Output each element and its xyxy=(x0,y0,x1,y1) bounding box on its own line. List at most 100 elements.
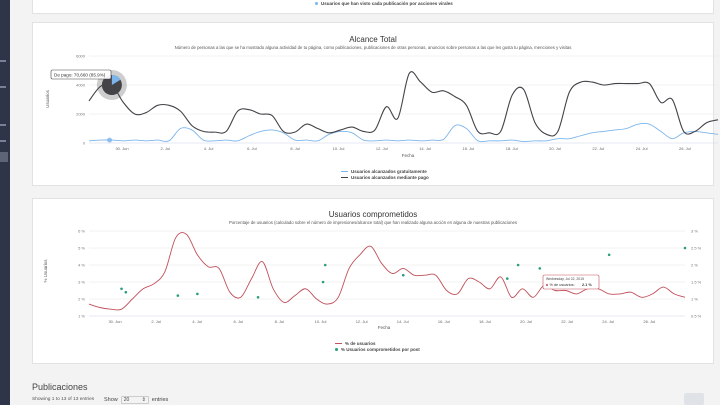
eng-y-label: % Usuarios xyxy=(43,259,48,283)
eng-y2-tick: 0.5 % xyxy=(691,314,702,319)
post-engagement-point xyxy=(321,280,325,284)
post-engagement-point xyxy=(516,263,520,267)
reach-y-tick: 4000 xyxy=(76,83,86,88)
post-engagement-point xyxy=(256,296,260,299)
organic-pie-slice xyxy=(111,74,121,85)
users-legend-swatch xyxy=(335,342,342,345)
eng-y2-tick: 3 % xyxy=(691,229,698,234)
post-engagement-point xyxy=(124,290,128,294)
reach-subtitle: Número de personas a las que se ha mostr… xyxy=(174,45,572,50)
post-engagement-point xyxy=(538,267,542,270)
eng-x-tick: 18. Jul xyxy=(479,319,491,324)
eng-x-tick: 6. Jul xyxy=(234,319,244,324)
scroll-top-button[interactable] xyxy=(684,393,704,405)
eng-tooltip-date: Wednesday, Jul 22, 2015 xyxy=(546,277,584,281)
reach-x-label: Fecha xyxy=(402,153,415,158)
paid-legend-label: Usuarios alcanzados mediante pago xyxy=(351,175,429,180)
reach-tooltip-text: De pago: 70,660 (85.9%) xyxy=(54,72,106,77)
viral-legend-label: Usuarios que han visto cada publicación … xyxy=(321,1,453,6)
page-size-select[interactable]: 20 ⇕ xyxy=(120,396,149,404)
publications-info: Showing 1 to 13 of 13 entries xyxy=(32,397,95,402)
reach-x-tick: 12. Jul xyxy=(376,146,388,151)
organic-legend-label: Usuarios alcanzados gratuitamente xyxy=(351,169,427,174)
reach-panel: Alcance Total Número de personas a las q… xyxy=(32,22,719,187)
reach-x-tick: 16. Jul xyxy=(463,146,475,151)
reach-y-tick: 2000 xyxy=(76,112,86,117)
engagement-chart[interactable]: 1 % 2 % 3 % 4 % 5 % 6 % 0.5 % 1 % 1.5 % 2 % 2.5 % 3… xyxy=(33,199,715,365)
reach-x-tick: 24. Jul xyxy=(636,146,648,151)
post-engagement-point xyxy=(120,287,123,291)
reach-x-tick: 18. Jul xyxy=(506,146,518,151)
reach-y-label: Usuarios xyxy=(45,89,50,108)
paid-legend-swatch xyxy=(341,176,348,179)
viral-reach-panel: Usuarios que han visto cada publicación … xyxy=(32,0,714,14)
eng-x-tick: 2. Jul xyxy=(151,319,161,324)
eng-x-tick: 16. Jul xyxy=(438,319,450,324)
users-percent-line xyxy=(88,232,686,311)
post-engagement-point xyxy=(607,253,611,257)
eng-x-tick: 14. Jul xyxy=(397,319,409,324)
post-engagement-point xyxy=(401,273,405,277)
eng-y-tick: 4 % xyxy=(78,263,85,268)
sidebar xyxy=(0,0,10,405)
reach-x-tick: 8. Jul xyxy=(290,146,300,151)
post-engagement-point xyxy=(505,277,509,280)
engagement-title: Usuarios comprometidos xyxy=(328,210,418,219)
reach-x-tick: 26. Jul xyxy=(679,146,691,151)
eng-tooltip-dot xyxy=(546,284,548,286)
eng-x-tick: 26. Jul xyxy=(643,319,655,324)
post-engagement-point xyxy=(196,292,199,296)
viral-legend-dot xyxy=(315,2,318,5)
reach-x-tick: 4. Jul xyxy=(204,146,214,151)
eng-y2-tick: 1 % xyxy=(691,297,698,302)
entries-label: entries xyxy=(151,397,169,403)
reach-x-tick: 6. Jul xyxy=(247,146,257,151)
reach-tooltip-box xyxy=(50,69,112,80)
reach-y-tick: 6000 xyxy=(76,54,86,59)
reach-x-tick: 22. Jul xyxy=(592,146,604,151)
post-engagement-point xyxy=(683,246,687,250)
eng-x-tick: 30. Jun xyxy=(108,319,121,324)
page-size-value: 20 xyxy=(123,397,130,403)
eng-tooltip-series: % de usuarios: xyxy=(550,283,575,287)
eng-y-tick: 1 % xyxy=(78,314,85,319)
engagement-legend-line[interactable]: % de usuarios xyxy=(335,341,376,346)
eng-x-tick: 10. Jul xyxy=(315,319,327,324)
eng-y2-tick: 2.5 % xyxy=(691,246,702,251)
paid-reach-line xyxy=(88,71,719,137)
users-legend-label: % de usuarios xyxy=(345,341,376,346)
eng-x-tick: 8. Jul xyxy=(275,319,285,324)
eng-y-tick: 6 % xyxy=(78,229,85,234)
eng-x-tick: 24. Jul xyxy=(602,319,614,324)
organic-legend-swatch xyxy=(341,170,348,173)
engagement-panel: Usuarios comprometidos Porcentaje de usu… xyxy=(32,198,714,364)
viral-legend[interactable]: Usuarios que han visto cada publicación … xyxy=(315,1,453,6)
engagement-subtitle: Porcentaje de usuarios (calculado sobre … xyxy=(228,220,518,225)
eng-y2-tick: 1.5 % xyxy=(691,280,702,285)
eng-y-tick: 2 % xyxy=(78,297,85,302)
reach-title: Alcance Total xyxy=(349,35,397,44)
eng-x-tick: 4. Jul xyxy=(192,319,202,324)
eng-x-tick: 22. Jul xyxy=(561,319,573,324)
reach-x-tick: 30. Jun xyxy=(115,146,128,151)
reach-x-tick: 2. Jul xyxy=(161,146,171,151)
reach-y-tick: 0 xyxy=(83,141,86,146)
reach-chart[interactable]: 0 2000 4000 6000 30. Jun 2. Jul 4. Jul 6. Jul 8.… xyxy=(33,23,719,187)
post-engagement-point xyxy=(323,263,327,267)
select-arrow-icon: ⇕ xyxy=(141,397,146,403)
post-legend-dot xyxy=(335,348,338,351)
reach-legend-paid[interactable]: Usuarios alcanzados mediante pago xyxy=(341,175,429,180)
sidebar-active-item[interactable] xyxy=(0,152,8,162)
reach-x-tick: 14. Jul xyxy=(419,146,431,151)
reach-x-tick: 10. Jul xyxy=(333,146,345,151)
post-engagement-point xyxy=(176,294,180,297)
engagement-legend-dots[interactable]: % Usuarios comprometidos por post xyxy=(335,347,420,352)
eng-x-label: Fecha xyxy=(378,325,391,330)
eng-y-tick: 3 % xyxy=(78,280,85,285)
eng-y-tick: 5 % xyxy=(78,246,85,251)
eng-y2-tick: 2 % xyxy=(691,263,698,268)
eng-x-tick: 20. Jul xyxy=(520,319,532,324)
eng-tooltip-box xyxy=(542,274,600,290)
organic-reach-line xyxy=(88,122,719,143)
reach-legend-organic[interactable]: Usuarios alcanzados gratuitamente xyxy=(341,169,427,174)
